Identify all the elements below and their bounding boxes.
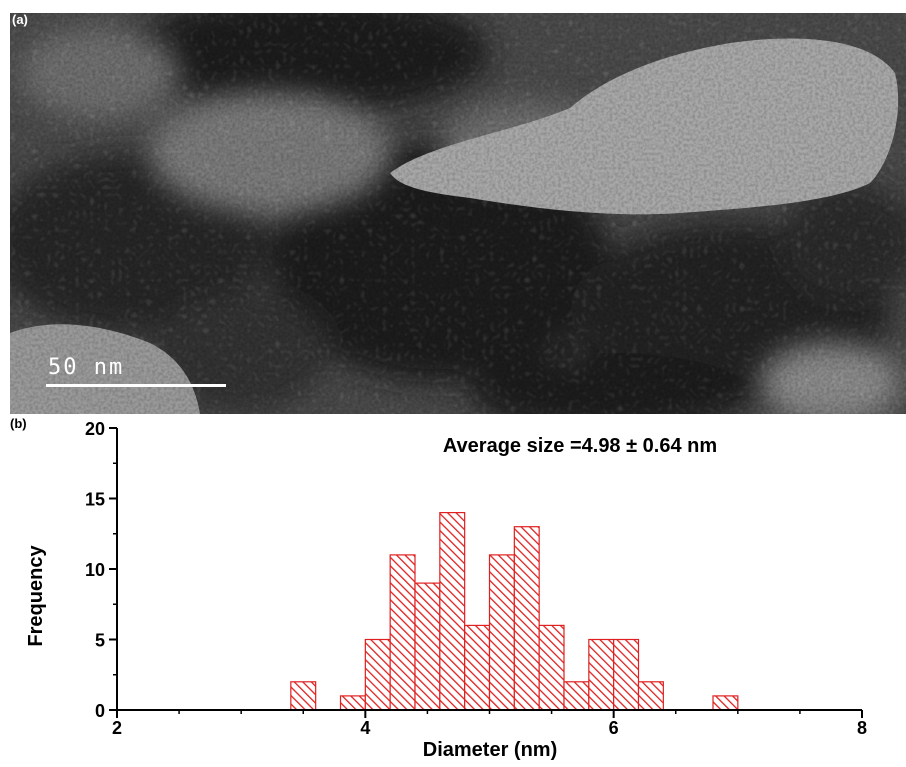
y-axis-label: Frequency xyxy=(25,545,47,647)
x-tick-label: 8 xyxy=(857,718,867,738)
histogram-bar xyxy=(488,554,515,711)
x-tick-label: 6 xyxy=(609,718,619,738)
histogram-bar xyxy=(439,511,466,711)
histogram-bar xyxy=(712,695,739,711)
histogram-bar xyxy=(637,681,664,711)
histogram-bar xyxy=(538,624,565,711)
tem-micrograph xyxy=(10,13,906,414)
tem-image xyxy=(10,13,906,414)
x-tick-label: 4 xyxy=(360,718,370,738)
y-tick-label: 5 xyxy=(95,631,105,651)
histogram-bar xyxy=(464,624,491,711)
chart-axes: 0 5 10 15 20 2 4 6 8 xyxy=(85,419,867,738)
scale-bar xyxy=(46,384,226,387)
histogram-bar xyxy=(339,695,366,711)
histogram-bars xyxy=(290,511,739,711)
y-tick-label: 0 xyxy=(95,701,105,721)
histogram-bar xyxy=(364,638,391,711)
histogram-bar xyxy=(513,526,540,711)
scale-bar-label: 50 nm xyxy=(48,355,125,380)
x-tick-label: 2 xyxy=(112,718,122,738)
histogram-bar xyxy=(613,638,640,711)
y-tick-label: 20 xyxy=(85,419,105,439)
x-axis-label: Diameter (nm) xyxy=(423,739,557,761)
histogram-chart: 0 5 10 15 20 2 4 6 8 Average size =4.98 ± 0.64 n… xyxy=(25,419,867,761)
y-tick-label: 10 xyxy=(85,560,105,580)
histogram-bar xyxy=(290,681,317,711)
histogram-bar xyxy=(414,582,441,711)
image-grain xyxy=(10,13,906,414)
panel-b-label: (b) xyxy=(10,416,27,431)
histogram-bar xyxy=(389,554,416,711)
histogram-bar xyxy=(588,638,615,711)
panel-a-label: (a) xyxy=(12,12,28,27)
histogram-bar xyxy=(563,681,590,711)
average-size-annotation: Average size =4.98 ± 0.64 nm xyxy=(443,435,717,457)
y-tick-label: 15 xyxy=(85,490,105,510)
